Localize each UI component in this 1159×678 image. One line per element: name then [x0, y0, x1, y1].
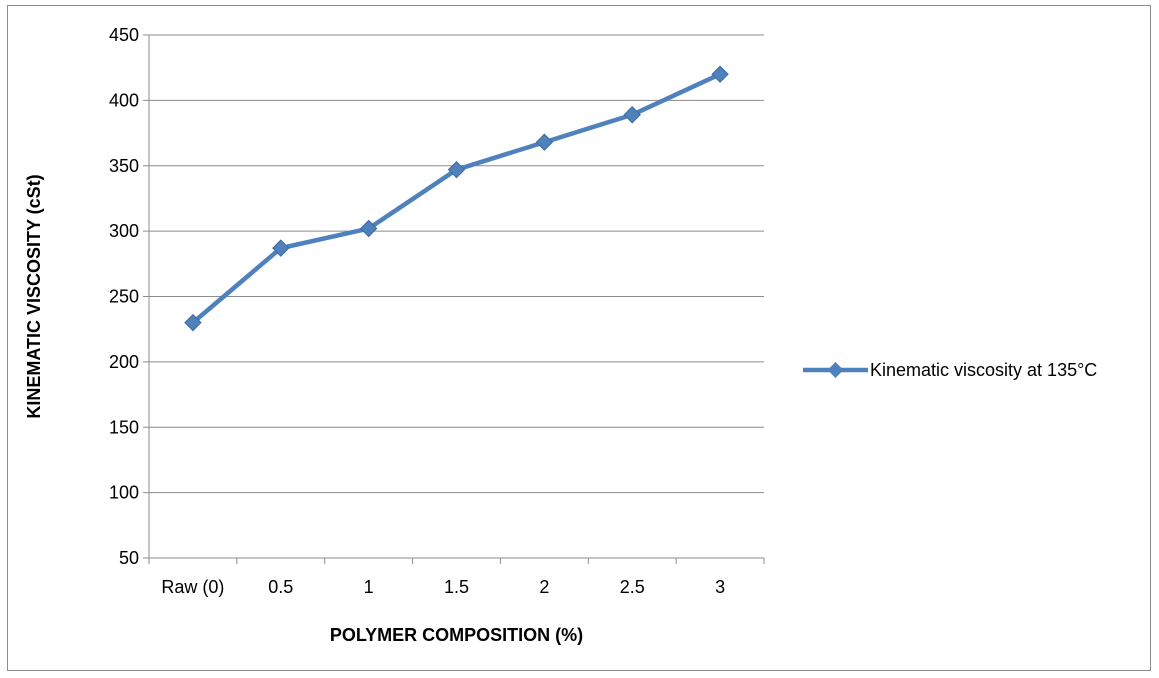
y-tick-label: 250 [109, 287, 139, 307]
x-tick-label: 1 [364, 577, 374, 597]
x-tick-label: 3 [715, 577, 725, 597]
data-point-marker [623, 106, 641, 124]
x-tick-label: Raw (0) [161, 577, 224, 597]
x-tick-label: 1.5 [444, 577, 469, 597]
y-tick-label: 150 [109, 417, 139, 437]
y-tick-labels: 50 100 150 200 250 300 350 400 450 [109, 25, 139, 568]
data-point-marker [272, 239, 290, 257]
y-axis-title: KINEMATIC VISCOSITY (cSt) [24, 174, 44, 418]
x-tick-label: 2.5 [620, 577, 645, 597]
y-tick-label: 50 [119, 548, 139, 568]
data-point-marker [711, 65, 729, 83]
legend: Kinematic viscosity at 135°C [803, 360, 1097, 380]
x-tick-labels: Raw (0) 0.5 1 1.5 2 2.5 3 [161, 577, 725, 597]
legend-label: Kinematic viscosity at 135°C [870, 360, 1097, 380]
data-point-marker [447, 160, 466, 179]
gridlines [149, 34, 764, 494]
x-tick-label: 0.5 [268, 577, 293, 597]
legend-marker [827, 362, 844, 378]
y-tick-label: 350 [109, 156, 139, 176]
series-group [184, 65, 729, 332]
series-line [191, 72, 722, 325]
data-point-marker [184, 313, 202, 332]
x-axis-title: POLYMER COMPOSITION (%) [330, 625, 583, 645]
x-tick-label: 2 [539, 577, 549, 597]
y-tick-label: 400 [109, 90, 139, 110]
y-tick-label: 450 [109, 25, 139, 45]
y-tick-label: 100 [109, 483, 139, 503]
y-tick-label: 300 [109, 221, 139, 241]
data-point-marker [535, 133, 554, 151]
axes [143, 34, 765, 564]
y-tick-label: 200 [109, 352, 139, 372]
data-point-marker [359, 219, 378, 238]
chart-frame [7, 5, 1151, 671]
